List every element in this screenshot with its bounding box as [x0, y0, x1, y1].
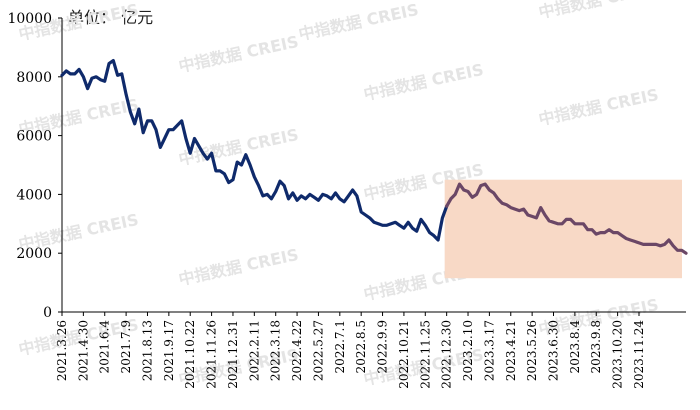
- watermark-text: 中指数据 CREIS: [177, 32, 300, 76]
- y-tick-label: 8000: [16, 70, 52, 86]
- x-tick-label: 2023.9.8: [589, 320, 603, 373]
- y-tick-label: 2000: [16, 246, 52, 262]
- x-tick-label: 2022.9.9: [376, 320, 390, 373]
- x-tick-label: 2023.5.26: [525, 320, 539, 381]
- x-tick-label: 2023.8.4: [568, 320, 582, 374]
- x-tick-label: 2021.6.4: [98, 320, 112, 374]
- x-tick-label: 2023.3.17: [482, 320, 496, 381]
- x-tick-label: 2021.9.17: [162, 320, 176, 381]
- y-tick-label: 6000: [16, 129, 52, 145]
- watermark-text: 中指数据 CREIS: [537, 85, 660, 129]
- x-tick-label: 2022.8.5: [354, 320, 368, 373]
- x-tick-label: 2022.3.18: [269, 320, 283, 381]
- highlight-region: [444, 179, 682, 279]
- watermark-text: 中指数据 CREIS: [297, 0, 420, 44]
- x-tick-label: 2022.12.30: [440, 320, 454, 389]
- x-tick-label: 2023.6.30: [547, 320, 561, 381]
- x-tick-label: 2021.3.26: [55, 320, 69, 381]
- series-line-2021-2022: [60, 58, 449, 242]
- watermark-text: 中指数据 CREIS: [177, 245, 300, 289]
- x-tick-label: 2022.5.27: [311, 320, 325, 381]
- watermark-text: 中指数据 CREIS: [362, 60, 485, 104]
- x-tick-label: 2023.2.10: [461, 320, 475, 381]
- x-tick-label: 2021.4.30: [76, 320, 90, 381]
- x-tick-label: 2023.4.21: [504, 320, 518, 381]
- x-tick-label: 2022.11.25: [418, 320, 432, 389]
- series-line-2023: [445, 182, 688, 255]
- x-tick-label: 2022.4.22: [290, 320, 304, 381]
- y-tick-label: 10000: [7, 11, 52, 27]
- x-tick-label: 2021.12.31: [226, 320, 240, 389]
- x-tick-label: 2021.7.9: [119, 320, 133, 373]
- unit-label: 单位： 亿元: [68, 8, 154, 27]
- x-tick-label: 2022.7.1: [333, 320, 347, 373]
- x-tick-label: 2021.8.13: [140, 320, 154, 381]
- x-tick-label: 2022.2.11: [247, 320, 261, 381]
- y-tick-label: 0: [43, 305, 52, 321]
- x-tick-label: 2022.10.21: [397, 320, 411, 389]
- watermark-text: 中指数据 CREIS: [537, 0, 660, 22]
- y-tick-label: 4000: [16, 187, 52, 203]
- x-tick-label: 2021.11.26: [205, 320, 219, 389]
- x-tick-label: 2023.10.20: [611, 320, 625, 389]
- x-tick-label: 2021.10.22: [183, 320, 197, 389]
- x-tick-label: 2023.11.24: [632, 320, 646, 389]
